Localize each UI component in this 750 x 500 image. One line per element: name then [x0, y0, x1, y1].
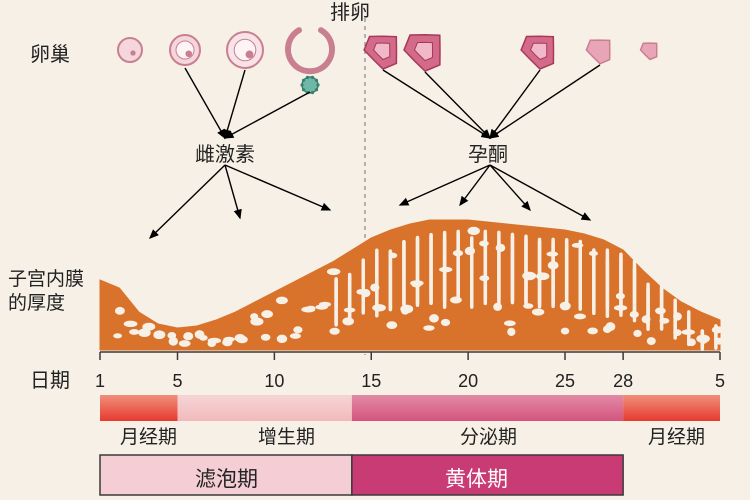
label-date: 日期	[30, 364, 70, 393]
label-ovary: 卵巢	[30, 38, 70, 67]
diagram-root: 1510152025285 排卵 卵巢 雌激素 孕酮 子宫内膜 的厚度 日期 月…	[0, 0, 750, 500]
svg-text:5: 5	[715, 371, 725, 391]
label-progesterone: 孕酮	[468, 138, 508, 167]
svg-text:5: 5	[172, 371, 182, 391]
label-menses2: 月经期	[648, 422, 705, 449]
svg-text:1: 1	[95, 371, 105, 391]
svg-text:10: 10	[264, 371, 284, 391]
svg-text:15: 15	[361, 371, 381, 391]
label-endometrium: 子宫内膜 的厚度	[8, 268, 84, 316]
diagram-svg: 1510152025285	[0, 0, 750, 500]
svg-text:28: 28	[613, 371, 633, 391]
label-follicular: 滤泡期	[195, 463, 258, 493]
label-luteal: 黄体期	[445, 463, 508, 493]
label-menses1: 月经期	[120, 422, 177, 449]
svg-text:25: 25	[555, 371, 575, 391]
label-prolif: 增生期	[258, 422, 315, 449]
label-secretory: 分泌期	[460, 422, 517, 449]
label-ovulation: 排卵	[330, 0, 370, 25]
label-estrogen: 雌激素	[195, 138, 255, 167]
svg-text:20: 20	[458, 371, 478, 391]
